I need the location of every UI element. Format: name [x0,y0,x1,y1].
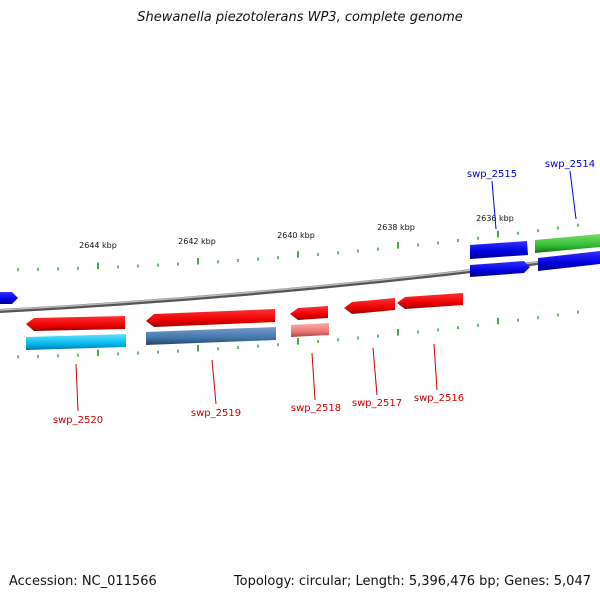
scale-label-2644: 2644 kbp [79,241,117,250]
gene-label-swp_2517[interactable]: swp_2517 [352,398,402,409]
gene-swp_2519-inner[interactable] [146,327,276,345]
gene-swp_2514-outer[interactable] [535,234,600,253]
gene-swp_2518-outer[interactable] [290,306,328,320]
gene-label-swp_2516[interactable]: swp_2516 [414,393,464,404]
leader-swp_2514 [569,170,577,220]
scale-ticks-lower [17,310,579,359]
gene-swp_2516-outer[interactable] [397,293,463,309]
leader-swp_2518 [311,352,316,401]
gene-swp_2520-inner[interactable] [26,334,126,350]
gene-label-swp_2515[interactable]: swp_2515 [467,169,517,180]
leader-swp_2520 [75,363,79,412]
gene-label-swp_2514[interactable]: swp_2514 [545,159,595,170]
leader-swp_2517 [372,347,378,396]
gene-swp_2520-outer[interactable] [26,316,125,331]
gene-swp_2519-outer[interactable] [146,309,275,327]
leader-swp_2515 [491,180,497,230]
gene-swp_2517-outer[interactable] [344,298,395,314]
accession-text: Accession: NC_011566 [9,574,157,589]
gene-label-swp_2519[interactable]: swp_2519 [191,408,241,419]
scale-label-2642: 2642 kbp [178,237,216,246]
gene-label-swp_2520[interactable]: swp_2520 [53,415,103,426]
map-title: Shewanella piezotolerans WP3, complete g… [137,10,463,25]
scale-label-2640: 2640 kbp [277,231,315,240]
gene-swp_2515-outer[interactable] [470,241,528,259]
leader-swp_2519 [211,359,217,405]
gene-swp_2514-inner[interactable] [538,251,600,271]
forward-cds-fragment[interactable] [0,292,18,304]
topology-summary-text: Topology: circular; Length: 5,396,476 bp… [233,574,591,589]
scale-ticks-upper [17,223,579,272]
gene-label-swp_2518[interactable]: swp_2518 [291,403,341,414]
leader-swp_2516 [433,343,438,391]
scale-label-2638: 2638 kbp [377,223,415,232]
gene-swp_2518-inner[interactable] [291,323,329,337]
gene-swp_2515-inner[interactable] [470,261,530,277]
